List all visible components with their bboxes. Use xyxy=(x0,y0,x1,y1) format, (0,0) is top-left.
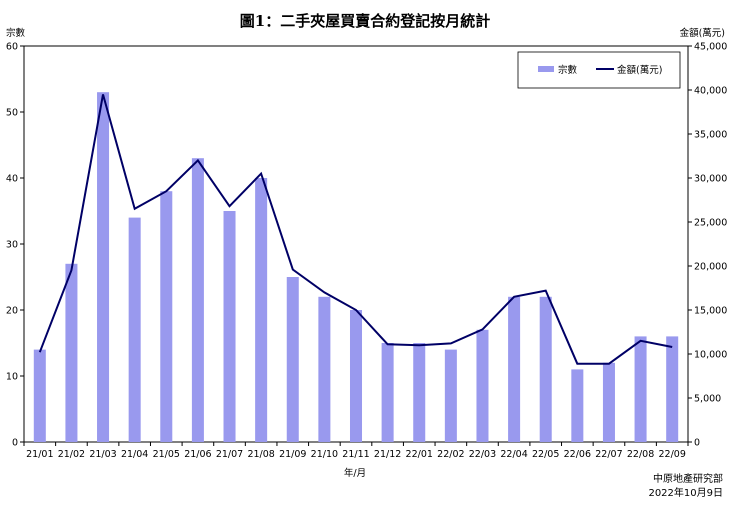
line-series xyxy=(38,94,673,365)
bar-21/10 xyxy=(318,296,331,442)
right-tick-label: 15,000 xyxy=(694,306,727,317)
x-tick-label: 21/01 xyxy=(26,449,53,460)
x-tick-label: 22/05 xyxy=(532,449,559,460)
x-tick-label: 21/11 xyxy=(342,449,369,460)
x-tick-label: 21/09 xyxy=(279,449,306,460)
bar-22/08 xyxy=(634,336,647,442)
x-tick-label: 21/10 xyxy=(311,449,338,460)
left-tick-label: 40 xyxy=(6,174,18,185)
x-tick-label: 22/09 xyxy=(658,449,685,460)
source-label: 中原地產研究部 xyxy=(653,472,723,485)
right-tick-label: 20,000 xyxy=(694,262,727,273)
right-axis: 0 5,000 10,000 15,000 20,000 25,000 30,000 35,0… xyxy=(688,42,727,449)
bar-22/05 xyxy=(539,296,552,442)
right-tick-label: 0 xyxy=(694,438,700,449)
bar-22/07 xyxy=(602,362,615,442)
legend-label-count: 宗數 xyxy=(558,64,578,76)
left-tick-label: 0 xyxy=(12,438,18,449)
right-tick-label: 40,000 xyxy=(694,86,727,97)
legend-label-amount: 金額(萬元) xyxy=(617,64,662,76)
right-tick-label: 25,000 xyxy=(694,218,727,229)
x-tick-label: 22/01 xyxy=(406,449,433,460)
left-tick-label: 30 xyxy=(6,240,18,251)
bar-22/02 xyxy=(444,349,457,442)
bar-21/06 xyxy=(191,158,204,442)
x-tick-label: 21/08 xyxy=(247,449,274,460)
right-tick-label: 35,000 xyxy=(694,130,727,141)
x-tick-label: 21/12 xyxy=(374,449,401,460)
bar-21/11 xyxy=(349,310,363,442)
bar-21/01 xyxy=(33,349,46,442)
x-tick-label: 21/06 xyxy=(184,449,211,460)
x-tick-label: 22/02 xyxy=(437,449,464,460)
x-tick-label: 21/04 xyxy=(121,449,148,460)
x-tick-label: 22/07 xyxy=(595,449,622,460)
bar-21/03 xyxy=(97,92,110,442)
x-axis: 21/01 21/02 21/03 21/04 21/05 21/06 21/07 21/08… xyxy=(23,442,689,460)
bar-21/02 xyxy=(65,263,78,442)
right-tick-label: 10,000 xyxy=(694,350,727,361)
right-axis-title: 金額(萬元) xyxy=(680,27,725,39)
bar-21/04 xyxy=(128,217,141,442)
x-tick-label: 22/08 xyxy=(627,449,654,460)
x-tick-label: 21/02 xyxy=(58,449,85,460)
bar-21/09 xyxy=(286,277,299,442)
bar-22/04 xyxy=(508,296,521,442)
right-tick-label: 45,000 xyxy=(694,42,727,53)
x-tick-label: 21/07 xyxy=(216,449,243,460)
bar-21/08 xyxy=(255,178,268,442)
left-axis: 0 10 20 30 40 50 60 xyxy=(6,42,24,449)
bar-22/09 xyxy=(666,336,679,442)
x-tick-label: 21/03 xyxy=(89,449,116,460)
x-tick-label: 22/03 xyxy=(469,449,496,460)
bar-21/07 xyxy=(223,211,236,442)
x-axis-title: 年/月 xyxy=(344,467,366,479)
x-tick-label: 21/05 xyxy=(153,449,180,460)
bar-22/06 xyxy=(571,369,584,442)
bar-22/01 xyxy=(413,343,426,442)
bar-21/12 xyxy=(381,343,394,442)
right-tick-label: 30,000 xyxy=(694,174,727,185)
source-date: 2022年10月9日 xyxy=(648,486,723,499)
left-tick-label: 10 xyxy=(6,372,18,383)
chart-title: 圖1：二手夾屋買賣合約登記按月統計 xyxy=(240,12,490,30)
bar-series xyxy=(33,92,679,442)
left-tick-label: 20 xyxy=(6,306,18,317)
legend: 宗數 金額(萬元) xyxy=(517,51,681,89)
bar-22/03 xyxy=(476,329,489,442)
bar-21/05 xyxy=(160,191,173,442)
x-tick-label: 22/06 xyxy=(564,449,591,460)
right-tick-label: 5,000 xyxy=(694,394,721,405)
left-tick-label: 60 xyxy=(6,42,18,53)
x-tick-label: 22/04 xyxy=(500,449,527,460)
left-tick-label: 50 xyxy=(6,108,18,119)
left-axis-title: 宗數 xyxy=(6,27,26,39)
legend-swatch-bar xyxy=(538,66,554,72)
